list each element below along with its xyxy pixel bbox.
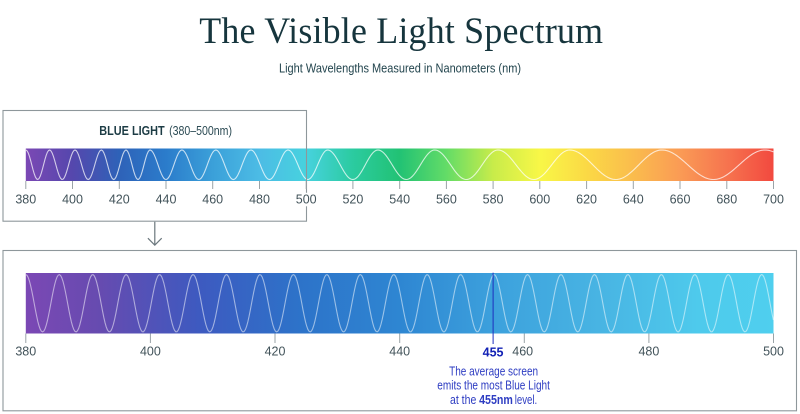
svg-text:480: 480 [249,192,270,206]
svg-text:emits the most Blue Light: emits the most Blue Light [437,379,550,393]
svg-text:at the: at the [450,393,476,407]
svg-text:400: 400 [62,192,83,206]
svg-text:The average screen: The average screen [449,365,538,379]
svg-text:580: 580 [483,192,504,206]
svg-text:640: 640 [623,192,644,206]
svg-text:455nm: 455nm [479,393,513,407]
svg-text:380: 380 [15,192,36,206]
svg-text:600: 600 [529,192,550,206]
svg-text:460: 460 [512,345,533,359]
svg-text:BLUE LIGHT: BLUE LIGHT [99,123,164,138]
svg-text:480: 480 [638,345,659,359]
svg-text:520: 520 [342,192,363,206]
svg-text:455: 455 [483,346,504,360]
svg-text:380: 380 [15,345,36,359]
svg-text:680: 680 [716,192,737,206]
svg-text:660: 660 [670,192,691,206]
svg-text:500: 500 [296,192,317,206]
svg-text:500: 500 [763,345,784,359]
svg-text:440: 440 [389,345,410,359]
svg-text:560: 560 [436,192,457,206]
svg-text:420: 420 [265,345,286,359]
svg-text:level.: level. [515,393,538,407]
svg-text:400: 400 [140,345,161,359]
svg-text:(380–500nm): (380–500nm) [169,123,232,138]
svg-text:620: 620 [576,192,597,206]
svg-text:460: 460 [202,192,223,206]
svg-text:540: 540 [389,192,410,206]
svg-text:The Visible Light Spectrum: The Visible Light Spectrum [199,11,603,52]
svg-text:440: 440 [156,192,177,206]
svg-text:700: 700 [763,192,784,206]
svg-text:420: 420 [109,192,130,206]
svg-text:Light Wavelengths Measured in: Light Wavelengths Measured in Nanometers… [279,61,521,76]
